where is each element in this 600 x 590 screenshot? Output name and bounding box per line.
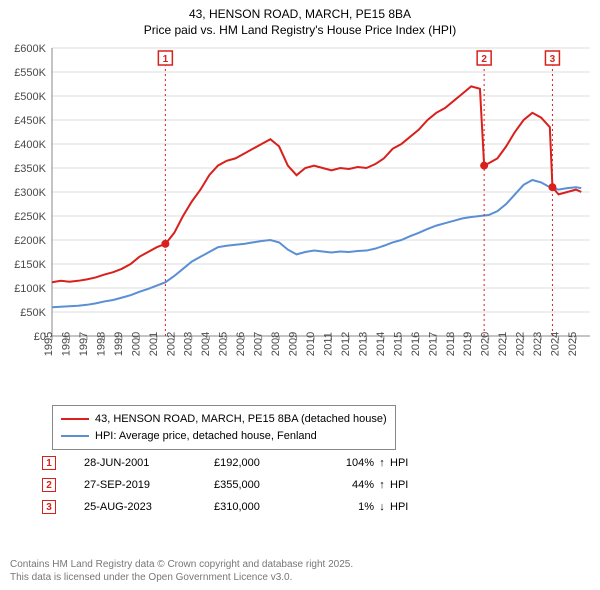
transaction-date: 28-JUN-2001 <box>84 457 214 469</box>
transaction-date: 27-SEP-2019 <box>84 479 214 491</box>
transaction-price: £192,000 <box>214 457 324 469</box>
svg-text:£50K: £50K <box>20 307 46 319</box>
transaction-price: £310,000 <box>214 501 324 513</box>
footer-line-2: This data is licensed under the Open Gov… <box>10 571 353 584</box>
svg-text:2012: 2012 <box>340 332 352 356</box>
svg-text:2008: 2008 <box>270 332 282 356</box>
chart-area: £0£50K£100K£150K£200K£250K£300K£350K£400… <box>0 40 600 400</box>
legend-swatch-2 <box>61 435 89 437</box>
svg-text:2011: 2011 <box>322 332 334 356</box>
svg-text:£200K: £200K <box>14 235 46 247</box>
transaction-hpi-label: HPI <box>390 501 430 513</box>
title-line-1: 43, HENSON ROAD, MARCH, PE15 8BA <box>10 6 590 22</box>
transaction-price: £355,000 <box>214 479 324 491</box>
svg-text:£550K: £550K <box>14 67 46 79</box>
svg-text:£600K: £600K <box>14 43 46 55</box>
table-row: 3 25-AUG-2023 £310,000 1% ↓ HPI <box>42 496 430 518</box>
transaction-marker-2: 2 <box>42 478 56 492</box>
svg-text:2000: 2000 <box>130 332 142 356</box>
svg-text:2009: 2009 <box>288 332 300 356</box>
transactions-table: 1 28-JUN-2001 £192,000 104% ↑ HPI 2 27-S… <box>42 452 430 518</box>
svg-text:2024: 2024 <box>550 332 562 356</box>
svg-text:2005: 2005 <box>218 332 230 356</box>
transaction-hpi-label: HPI <box>390 457 430 469</box>
svg-text:2002: 2002 <box>165 332 177 356</box>
svg-text:£400K: £400K <box>14 139 46 151</box>
footer-line-1: Contains HM Land Registry data © Crown c… <box>10 558 353 571</box>
svg-text:2003: 2003 <box>183 332 195 356</box>
footer-attribution: Contains HM Land Registry data © Crown c… <box>10 558 353 584</box>
transaction-pct: 104% <box>324 457 374 469</box>
transaction-date: 25-AUG-2023 <box>84 501 214 513</box>
svg-text:2001: 2001 <box>148 332 160 356</box>
svg-text:2025: 2025 <box>567 332 579 356</box>
svg-text:1: 1 <box>163 54 169 65</box>
svg-text:2004: 2004 <box>200 332 212 356</box>
svg-text:2020: 2020 <box>480 332 492 356</box>
transaction-pct: 1% <box>324 501 374 513</box>
svg-text:2014: 2014 <box>375 332 387 356</box>
legend-label-2: HPI: Average price, detached house, Fenl… <box>95 428 317 445</box>
up-arrow-icon: ↑ <box>374 479 390 491</box>
svg-text:£450K: £450K <box>14 115 46 127</box>
svg-text:£150K: £150K <box>14 259 46 271</box>
legend-label-1: 43, HENSON ROAD, MARCH, PE15 8BA (detach… <box>95 411 387 428</box>
svg-text:2010: 2010 <box>305 332 317 356</box>
svg-text:2016: 2016 <box>410 332 422 356</box>
svg-text:2022: 2022 <box>515 332 527 356</box>
svg-text:£350K: £350K <box>14 163 46 175</box>
svg-text:£100K: £100K <box>14 283 46 295</box>
svg-text:1997: 1997 <box>78 332 90 356</box>
table-row: 2 27-SEP-2019 £355,000 44% ↑ HPI <box>42 474 430 496</box>
svg-text:2: 2 <box>481 54 487 65</box>
legend: 43, HENSON ROAD, MARCH, PE15 8BA (detach… <box>52 405 396 450</box>
legend-item-1: 43, HENSON ROAD, MARCH, PE15 8BA (detach… <box>61 411 387 428</box>
down-arrow-icon: ↓ <box>374 501 390 513</box>
transaction-marker-1: 1 <box>42 456 56 470</box>
svg-text:2018: 2018 <box>445 332 457 356</box>
chart-title-block: 43, HENSON ROAD, MARCH, PE15 8BA Price p… <box>0 0 600 40</box>
legend-item-2: HPI: Average price, detached house, Fenl… <box>61 428 387 445</box>
legend-swatch-1 <box>61 418 89 420</box>
chart-svg: £0£50K£100K£150K£200K£250K£300K£350K£400… <box>0 40 600 400</box>
title-line-2: Price paid vs. HM Land Registry's House … <box>10 22 590 38</box>
up-arrow-icon: ↑ <box>374 457 390 469</box>
svg-text:£250K: £250K <box>14 211 46 223</box>
svg-text:2023: 2023 <box>532 332 544 356</box>
svg-text:2006: 2006 <box>235 332 247 356</box>
svg-text:1998: 1998 <box>95 332 107 356</box>
svg-text:£300K: £300K <box>14 187 46 199</box>
svg-text:2017: 2017 <box>427 332 439 356</box>
svg-text:2021: 2021 <box>497 332 509 356</box>
svg-text:1995: 1995 <box>43 332 55 356</box>
svg-text:1996: 1996 <box>60 332 72 356</box>
svg-text:3: 3 <box>550 54 556 65</box>
table-row: 1 28-JUN-2001 £192,000 104% ↑ HPI <box>42 452 430 474</box>
svg-text:2019: 2019 <box>462 332 474 356</box>
transaction-pct: 44% <box>324 479 374 491</box>
svg-text:2007: 2007 <box>253 332 265 356</box>
transaction-marker-3: 3 <box>42 500 56 514</box>
svg-text:2015: 2015 <box>392 332 404 356</box>
transaction-hpi-label: HPI <box>390 479 430 491</box>
svg-text:1999: 1999 <box>113 332 125 356</box>
svg-text:2013: 2013 <box>357 332 369 356</box>
svg-text:£500K: £500K <box>14 91 46 103</box>
